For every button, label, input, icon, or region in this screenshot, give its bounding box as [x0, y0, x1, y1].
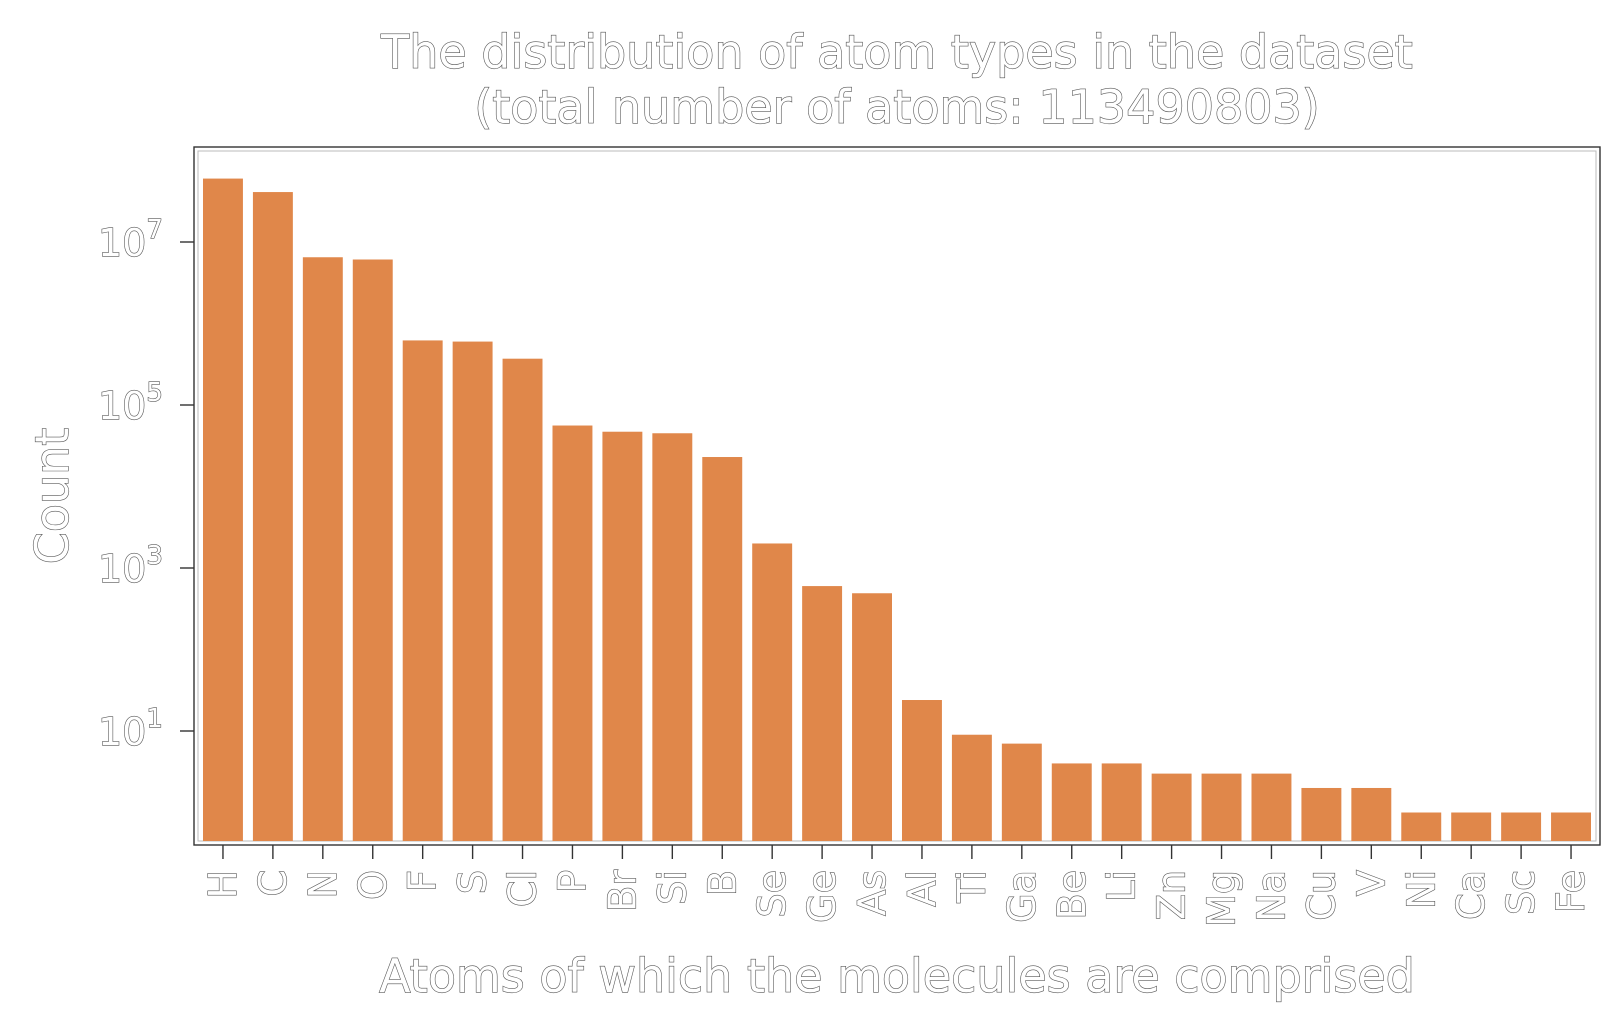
bar-Sc: [1501, 812, 1542, 841]
x-tick-label-Zn: Zn: [1150, 870, 1194, 920]
bar-Cu: [1301, 787, 1342, 841]
y-axis-label: Count: [25, 428, 79, 565]
y-axis: 101 103 105 107: [97, 214, 194, 755]
x-tick-label-Ti: Ti: [950, 870, 994, 904]
bar-Be: [1051, 763, 1092, 841]
bar-Ga: [1001, 743, 1042, 841]
x-tick-label-Al: Al: [900, 870, 944, 907]
chart-title-line1: The distribution of atom types in the da…: [380, 25, 1413, 79]
x-tick-label-Ga: Ga: [1000, 870, 1044, 923]
x-tick-label-Mg: Mg: [1200, 870, 1244, 927]
x-tick-label-Cu: Cu: [1299, 870, 1343, 921]
x-tick-label-Br: Br: [600, 870, 644, 912]
x-tick-label-P: P: [550, 870, 594, 893]
bar-C: [252, 192, 293, 841]
x-tick-label-Si: Si: [650, 870, 694, 905]
y-tick-label: 105: [98, 378, 163, 428]
bar-Li: [1101, 763, 1142, 841]
bar-B: [702, 457, 743, 841]
bar-V: [1351, 787, 1392, 841]
bar-Ti: [951, 734, 992, 841]
x-tick-label-F: F: [401, 870, 445, 892]
x-tick-label-Fe: Fe: [1549, 870, 1593, 913]
y-tick-label: 107: [98, 215, 163, 265]
bar-Na: [1251, 773, 1292, 841]
x-tick-label-Li: Li: [1100, 870, 1144, 902]
x-tick-label-Ni: Ni: [1399, 870, 1443, 909]
chart-title-line2: (total number of atoms: 113490803): [474, 80, 1319, 134]
bar-F: [402, 340, 443, 841]
bar-Fe: [1551, 812, 1591, 841]
x-tick-label-V: V: [1349, 870, 1393, 896]
bar-Si: [652, 433, 693, 841]
x-tick-label-H: H: [201, 870, 245, 899]
bar-Ni: [1401, 812, 1442, 841]
x-tick-label-Ge: Ge: [800, 870, 844, 923]
bar-Se: [752, 543, 793, 841]
bar-P: [552, 425, 593, 841]
x-tick-label-Na: Na: [1249, 870, 1293, 922]
y-tick-label: 101: [98, 704, 163, 754]
y-tick-label: 103: [98, 541, 163, 591]
bar-Mg: [1201, 773, 1242, 841]
bar-H: [202, 178, 243, 841]
plot-area-inner-frame: [197, 150, 1597, 842]
x-tick-label-C: C: [251, 870, 295, 897]
bar-group: [202, 178, 1591, 841]
bar-S: [452, 341, 493, 841]
x-tick-label-Cl: Cl: [501, 870, 545, 907]
plot-area-frame: [193, 146, 1601, 846]
bar-Br: [602, 431, 643, 841]
bar-Ca: [1451, 812, 1492, 841]
x-axis: H C N O F S Cl P Br Si B Se Ge As Al Ti Ga Be Li Zn Mg Na Cu V N…: [200, 845, 1594, 928]
x-tick-label-Se: Se: [750, 870, 794, 918]
x-tick-label-O: O: [351, 870, 395, 900]
bar-Zn: [1151, 773, 1192, 841]
bar-Cl: [502, 358, 543, 841]
bar-O: [352, 259, 393, 841]
x-tick-label-Sc: Sc: [1499, 870, 1543, 915]
bar-Ge: [802, 586, 843, 841]
bar-Al: [901, 700, 942, 841]
x-tick-label-B: B: [700, 870, 744, 896]
bar-N: [302, 257, 343, 841]
x-tick-label-N: N: [301, 870, 345, 898]
x-tick-label-Ca: Ca: [1449, 870, 1493, 920]
x-tick-label-S: S: [451, 870, 495, 894]
bar-As: [852, 593, 892, 841]
x-axis-label: Atoms of which the molecules are compris…: [379, 949, 1415, 1003]
x-tick-label-As: As: [850, 870, 894, 916]
x-tick-label-Be: Be: [1050, 870, 1094, 919]
